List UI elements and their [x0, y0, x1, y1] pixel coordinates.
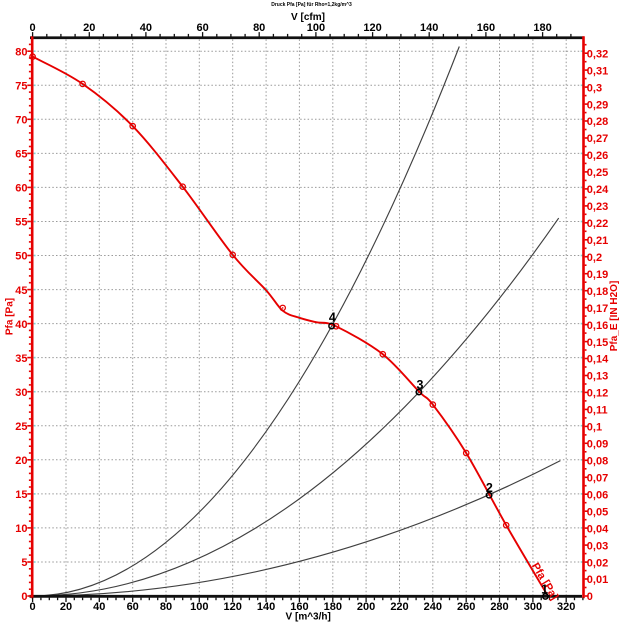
svg-text:0: 0	[21, 591, 27, 603]
svg-text:260: 260	[457, 601, 475, 613]
svg-text:280: 280	[490, 601, 508, 613]
svg-text:5: 5	[21, 557, 27, 569]
svg-text:0,18: 0,18	[587, 286, 608, 298]
svg-text:30: 30	[15, 387, 27, 399]
svg-text:20: 20	[60, 601, 72, 613]
svg-text:40: 40	[140, 22, 152, 34]
svg-text:0,24: 0,24	[587, 184, 609, 196]
svg-text:2: 2	[486, 481, 493, 495]
svg-text:40: 40	[93, 601, 105, 613]
svg-text:0,06: 0,06	[587, 489, 608, 501]
svg-text:0,03: 0,03	[587, 540, 608, 552]
svg-text:320: 320	[557, 601, 575, 613]
svg-text:120: 120	[224, 601, 242, 613]
svg-text:0: 0	[30, 601, 36, 613]
svg-text:0,07: 0,07	[587, 473, 608, 485]
svg-text:3: 3	[417, 378, 424, 392]
svg-text:45: 45	[15, 285, 27, 297]
svg-text:V [cfm]: V [cfm]	[291, 12, 325, 23]
svg-text:0,27: 0,27	[587, 133, 608, 145]
svg-text:0,12: 0,12	[587, 388, 608, 400]
svg-text:0,22: 0,22	[587, 218, 608, 230]
svg-text:80: 80	[253, 22, 265, 34]
svg-text:75: 75	[15, 81, 27, 93]
svg-text:0,28: 0,28	[587, 116, 608, 128]
svg-text:60: 60	[15, 183, 27, 195]
svg-text:35: 35	[15, 353, 27, 365]
svg-text:V [m^3/h]: V [m^3/h]	[286, 612, 331, 623]
svg-text:120: 120	[363, 22, 381, 34]
svg-text:15: 15	[15, 489, 27, 501]
svg-text:0,2: 0,2	[587, 252, 602, 264]
svg-text:0,09: 0,09	[587, 439, 608, 451]
svg-text:0,14: 0,14	[587, 354, 609, 366]
svg-text:70: 70	[15, 115, 27, 127]
svg-text:0,05: 0,05	[587, 506, 608, 518]
svg-text:240: 240	[424, 601, 442, 613]
svg-text:80: 80	[160, 601, 172, 613]
svg-text:0: 0	[587, 591, 593, 603]
svg-text:1: 1	[541, 583, 548, 597]
svg-text:Druck Pfa [Pa] für Rho=1,2kg/m: Druck Pfa [Pa] für Rho=1,2kg/m^3	[271, 2, 352, 8]
svg-text:Pfa_E [IN H2O]: Pfa_E [IN H2O]	[609, 281, 620, 352]
svg-text:0,31: 0,31	[587, 65, 608, 77]
svg-text:0,23: 0,23	[587, 201, 608, 213]
svg-text:300: 300	[524, 601, 542, 613]
svg-text:0: 0	[30, 22, 36, 34]
svg-text:0,11: 0,11	[587, 405, 608, 417]
svg-text:0,21: 0,21	[587, 235, 608, 247]
svg-text:140: 140	[420, 22, 438, 34]
svg-text:0,29: 0,29	[587, 99, 608, 111]
svg-text:180: 180	[533, 22, 551, 34]
svg-text:0,3: 0,3	[587, 82, 602, 94]
svg-text:50: 50	[15, 251, 27, 263]
svg-text:80: 80	[15, 46, 27, 58]
svg-text:180: 180	[324, 601, 342, 613]
svg-text:220: 220	[390, 601, 408, 613]
svg-text:25: 25	[15, 421, 27, 433]
svg-text:200: 200	[357, 601, 375, 613]
svg-text:0,17: 0,17	[587, 303, 608, 315]
svg-text:55: 55	[15, 217, 27, 229]
svg-text:160: 160	[477, 22, 495, 34]
svg-text:20: 20	[83, 22, 95, 34]
svg-text:100: 100	[307, 22, 325, 34]
svg-text:0,08: 0,08	[587, 456, 608, 468]
svg-text:0,02: 0,02	[587, 557, 608, 569]
svg-text:65: 65	[15, 149, 27, 161]
svg-text:0,26: 0,26	[587, 150, 608, 162]
svg-text:0,13: 0,13	[587, 371, 608, 383]
svg-text:100: 100	[190, 601, 208, 613]
svg-text:0,32: 0,32	[587, 48, 608, 60]
svg-text:140: 140	[257, 601, 275, 613]
svg-text:40: 40	[15, 319, 27, 331]
svg-text:Pfa [Pa]: Pfa [Pa]	[5, 298, 16, 335]
svg-text:10: 10	[15, 523, 27, 535]
svg-text:60: 60	[127, 601, 139, 613]
svg-text:0,16: 0,16	[587, 320, 608, 332]
svg-text:160: 160	[290, 601, 308, 613]
svg-text:4: 4	[329, 311, 336, 325]
svg-text:0,19: 0,19	[587, 269, 608, 281]
svg-text:0,01: 0,01	[587, 574, 608, 586]
svg-text:0,25: 0,25	[587, 167, 608, 179]
svg-text:0,15: 0,15	[587, 337, 608, 349]
svg-text:0,1: 0,1	[587, 422, 602, 434]
svg-text:20: 20	[15, 455, 27, 467]
svg-text:60: 60	[196, 22, 208, 34]
svg-text:0,04: 0,04	[587, 523, 609, 535]
